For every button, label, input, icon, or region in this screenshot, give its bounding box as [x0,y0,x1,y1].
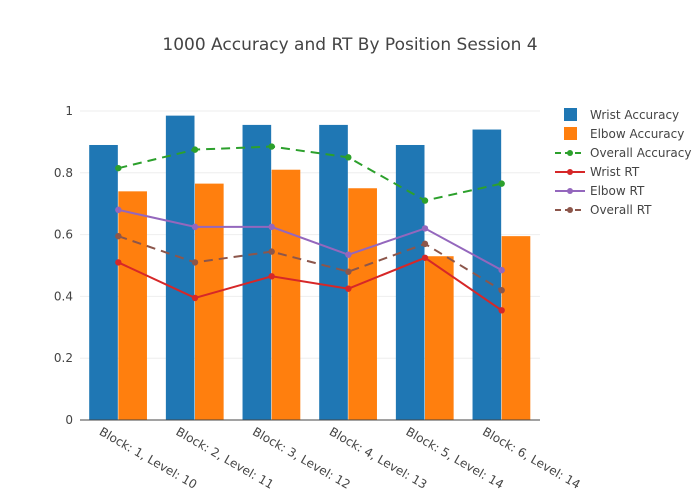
grid-layer [80,110,540,359]
point-elbow-rt[interactable] [345,251,352,258]
bar-wrist-accuracy[interactable] [165,115,195,420]
legend-label: Wrist Accuracy [590,108,679,122]
point-wrist-rt[interactable] [115,259,122,266]
legend[interactable]: Wrist Accuracy Elbow Accuracy Overall Accu… [555,108,691,217]
y-tick-label: 0 [65,413,73,427]
y-tick-label: 0.2 [54,351,73,365]
point-overall-rt[interactable] [115,232,122,240]
chart-title: 1000 Accuracy and RT By Position Session… [162,35,537,55]
bar-elbow-accuracy[interactable] [195,183,224,420]
line-elbow-rt[interactable] [118,208,503,272]
legend-item-overall-rt[interactable]: Overall RT [555,203,652,217]
legend-label: Overall Accuracy [590,146,691,160]
legend-item-overall-accuracy[interactable]: Overall Accuracy [555,146,691,160]
y-tick-label: 1 [65,104,73,118]
line-overall-rt[interactable] [118,235,503,292]
legend-marker [567,150,573,156]
y-tick-label: 0.6 [54,228,73,242]
bar-wrist-accuracy[interactable] [319,124,348,420]
legend-label: Overall RT [590,203,652,217]
point-overall-accuracy[interactable] [268,143,275,150]
point-overall-rt[interactable] [345,268,352,275]
point-overall-accuracy[interactable] [421,197,429,204]
point-wrist-rt[interactable] [498,307,505,314]
legend-swatch [564,108,577,121]
point-wrist-rt[interactable] [268,273,275,280]
legend-marker [567,188,573,194]
bar-elbow-accuracy[interactable] [348,188,377,420]
legend-label: Elbow RT [590,184,645,198]
bar-elbow-accuracy[interactable] [271,169,301,420]
y-tick-label: 0.4 [54,289,73,303]
bar-layer [89,115,531,421]
point-elbow-rt[interactable] [115,206,122,214]
point-elbow-rt[interactable] [498,266,505,274]
point-overall-rt[interactable] [498,287,505,294]
legend-marker [567,169,573,175]
legend-label: Elbow Accuracy [590,127,684,141]
point-overall-accuracy[interactable] [115,164,122,172]
point-overall-rt[interactable] [191,259,199,266]
point-elbow-rt[interactable] [191,223,199,231]
point-wrist-rt[interactable] [345,285,352,292]
legend-item-elbow-accuracy[interactable]: Elbow Accuracy [564,127,684,141]
bar-wrist-accuracy[interactable] [242,124,272,420]
bar-elbow-accuracy[interactable] [425,256,454,420]
line-overall-accuracy[interactable] [118,145,502,202]
point-overall-accuracy[interactable] [345,154,352,161]
legend-item-elbow-rt[interactable]: Elbow RT [555,184,645,198]
point-elbow-rt[interactable] [268,223,275,231]
line-wrist-rt[interactable] [117,256,503,312]
bar-elbow-accuracy[interactable] [118,191,147,420]
legend-item-wrist-rt[interactable]: Wrist RT [555,165,640,179]
legend-item-wrist-accuracy[interactable]: Wrist Accuracy [564,108,679,122]
legend-marker [567,207,573,213]
point-overall-accuracy[interactable] [191,146,199,153]
point-overall-rt[interactable] [421,240,429,248]
bar-wrist-accuracy[interactable] [395,144,425,421]
legend-label: Wrist RT [590,165,640,179]
y-tick-label: 0.8 [54,166,73,180]
line-layer [115,143,505,314]
bar-elbow-accuracy[interactable] [501,236,531,420]
legend-swatch [564,127,577,140]
point-elbow-rt[interactable] [421,225,429,232]
bar-wrist-accuracy[interactable] [89,144,118,421]
point-wrist-rt[interactable] [191,294,199,302]
point-wrist-rt[interactable] [421,254,429,261]
point-overall-accuracy[interactable] [498,180,505,187]
point-overall-rt[interactable] [268,248,275,255]
